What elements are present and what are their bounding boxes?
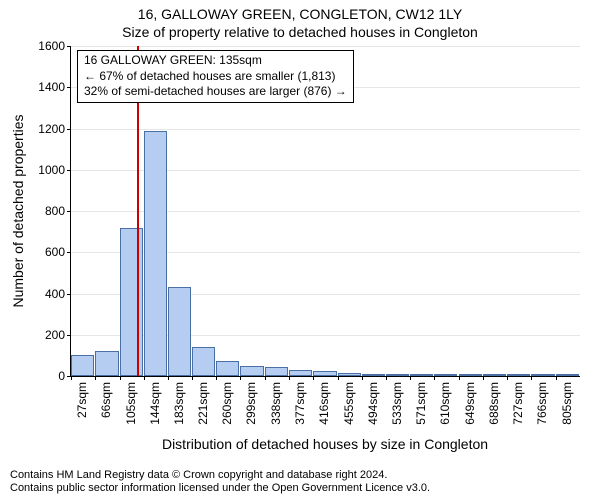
attribution-line-2: Contains public sector information licen… [10, 482, 590, 496]
x-tick-mark [507, 376, 508, 380]
y-tick-mark [67, 252, 71, 253]
histogram-bar [95, 351, 118, 376]
histogram-bar [410, 374, 433, 376]
x-tick-label: 610sqm [438, 382, 452, 425]
y-tick-label: 800 [45, 204, 65, 218]
histogram-bar [386, 374, 409, 376]
x-tick-mark [362, 376, 363, 380]
x-tick-mark [192, 376, 193, 380]
histogram-bar [192, 347, 215, 376]
y-tick-mark [67, 87, 71, 88]
y-tick-mark [67, 46, 71, 47]
annotation-line-3: 32% of semi-detached houses are larger (… [84, 84, 347, 100]
y-tick-label: 1400 [38, 80, 65, 94]
x-tick-mark [483, 376, 484, 380]
x-tick-label: 766sqm [535, 382, 549, 425]
x-tick-mark [240, 376, 241, 380]
histogram-bar [71, 355, 94, 376]
x-tick-mark [120, 376, 121, 380]
x-tick-label: 805sqm [560, 382, 574, 425]
histogram-bar [289, 370, 312, 376]
y-tick-mark [67, 170, 71, 171]
x-tick-label: 183sqm [172, 382, 186, 425]
x-tick-label: 338sqm [269, 382, 283, 425]
x-tick-mark [168, 376, 169, 380]
chart-title-main: 16, GALLOWAY GREEN, CONGLETON, CW12 1LY [0, 6, 600, 22]
x-tick-label: 688sqm [487, 382, 501, 425]
histogram-bar [531, 374, 554, 376]
x-tick-label: 221sqm [196, 382, 210, 425]
x-tick-label: 27sqm [75, 382, 89, 418]
x-tick-label: 260sqm [220, 382, 234, 425]
histogram-bar [265, 367, 288, 376]
y-tick-label: 1200 [38, 122, 65, 136]
histogram-bar [168, 287, 191, 376]
plot-area: 02004006008001000120014001600 16 GALLOWA… [70, 46, 580, 377]
x-tick-label: 66sqm [99, 382, 113, 418]
x-tick-mark [434, 376, 435, 380]
histogram-bar [338, 373, 361, 376]
y-tick-label: 0 [58, 369, 65, 383]
y-tick-mark [67, 129, 71, 130]
histogram-bar [216, 361, 239, 376]
y-tick-mark [67, 335, 71, 336]
chart-annotation: 16 GALLOWAY GREEN: 135sqm ← 67% of detac… [77, 50, 354, 103]
histogram-bar [120, 228, 143, 377]
histogram-bar [459, 374, 482, 376]
histogram-bar [362, 374, 385, 376]
x-tick-label: 571sqm [414, 382, 428, 425]
chart-zone: Number of detached properties 0200400600… [10, 46, 590, 467]
y-tick-mark [67, 294, 71, 295]
x-tick-label: 649sqm [463, 382, 477, 425]
x-tick-label: 299sqm [244, 382, 258, 425]
annotation-line-1: 16 GALLOWAY GREEN: 135sqm [84, 53, 347, 69]
x-tick-label: 105sqm [124, 382, 138, 425]
x-tick-mark [265, 376, 266, 380]
y-tick-label: 600 [45, 245, 65, 259]
x-tick-label: 377sqm [293, 382, 307, 425]
histogram-bar [507, 374, 530, 376]
x-tick-mark [531, 376, 532, 380]
x-axis-label: Distribution of detached houses by size … [70, 436, 580, 452]
histogram-bar [483, 374, 506, 376]
x-tick-label: 533sqm [390, 382, 404, 425]
x-tick-mark [71, 376, 72, 380]
x-tick-mark [556, 376, 557, 380]
x-tick-label: 727sqm [511, 382, 525, 425]
histogram-bar [434, 374, 457, 376]
x-tick-label: 494sqm [366, 382, 380, 425]
gridline [71, 129, 580, 130]
x-tick-mark [216, 376, 217, 380]
x-tick-mark [95, 376, 96, 380]
x-tick-mark [386, 376, 387, 380]
x-tick-label: 416sqm [317, 382, 331, 425]
y-tick-label: 400 [45, 287, 65, 301]
y-axis-label: Number of detached properties [10, 18, 26, 211]
gridline [71, 46, 580, 47]
attribution: Contains HM Land Registry data © Crown c… [0, 467, 600, 500]
x-tick-label: 455sqm [342, 382, 356, 425]
histogram-bar [240, 366, 263, 376]
annotation-line-2: ← 67% of detached houses are smaller (1,… [84, 69, 347, 85]
y-tick-mark [67, 211, 71, 212]
x-tick-mark [338, 376, 339, 380]
histogram-bar [144, 131, 167, 376]
x-tick-label: 144sqm [148, 382, 162, 425]
y-tick-label: 1000 [38, 163, 65, 177]
chart-title-sub: Size of property relative to detached ho… [0, 24, 600, 40]
y-tick-label: 200 [45, 328, 65, 342]
x-tick-mark [289, 376, 290, 380]
histogram-bar [313, 371, 336, 376]
attribution-line-1: Contains HM Land Registry data © Crown c… [10, 469, 590, 483]
x-tick-mark [410, 376, 411, 380]
histogram-bar [556, 374, 579, 376]
y-tick-label: 1600 [38, 39, 65, 53]
x-tick-mark [313, 376, 314, 380]
x-tick-mark [459, 376, 460, 380]
x-tick-mark [144, 376, 145, 380]
